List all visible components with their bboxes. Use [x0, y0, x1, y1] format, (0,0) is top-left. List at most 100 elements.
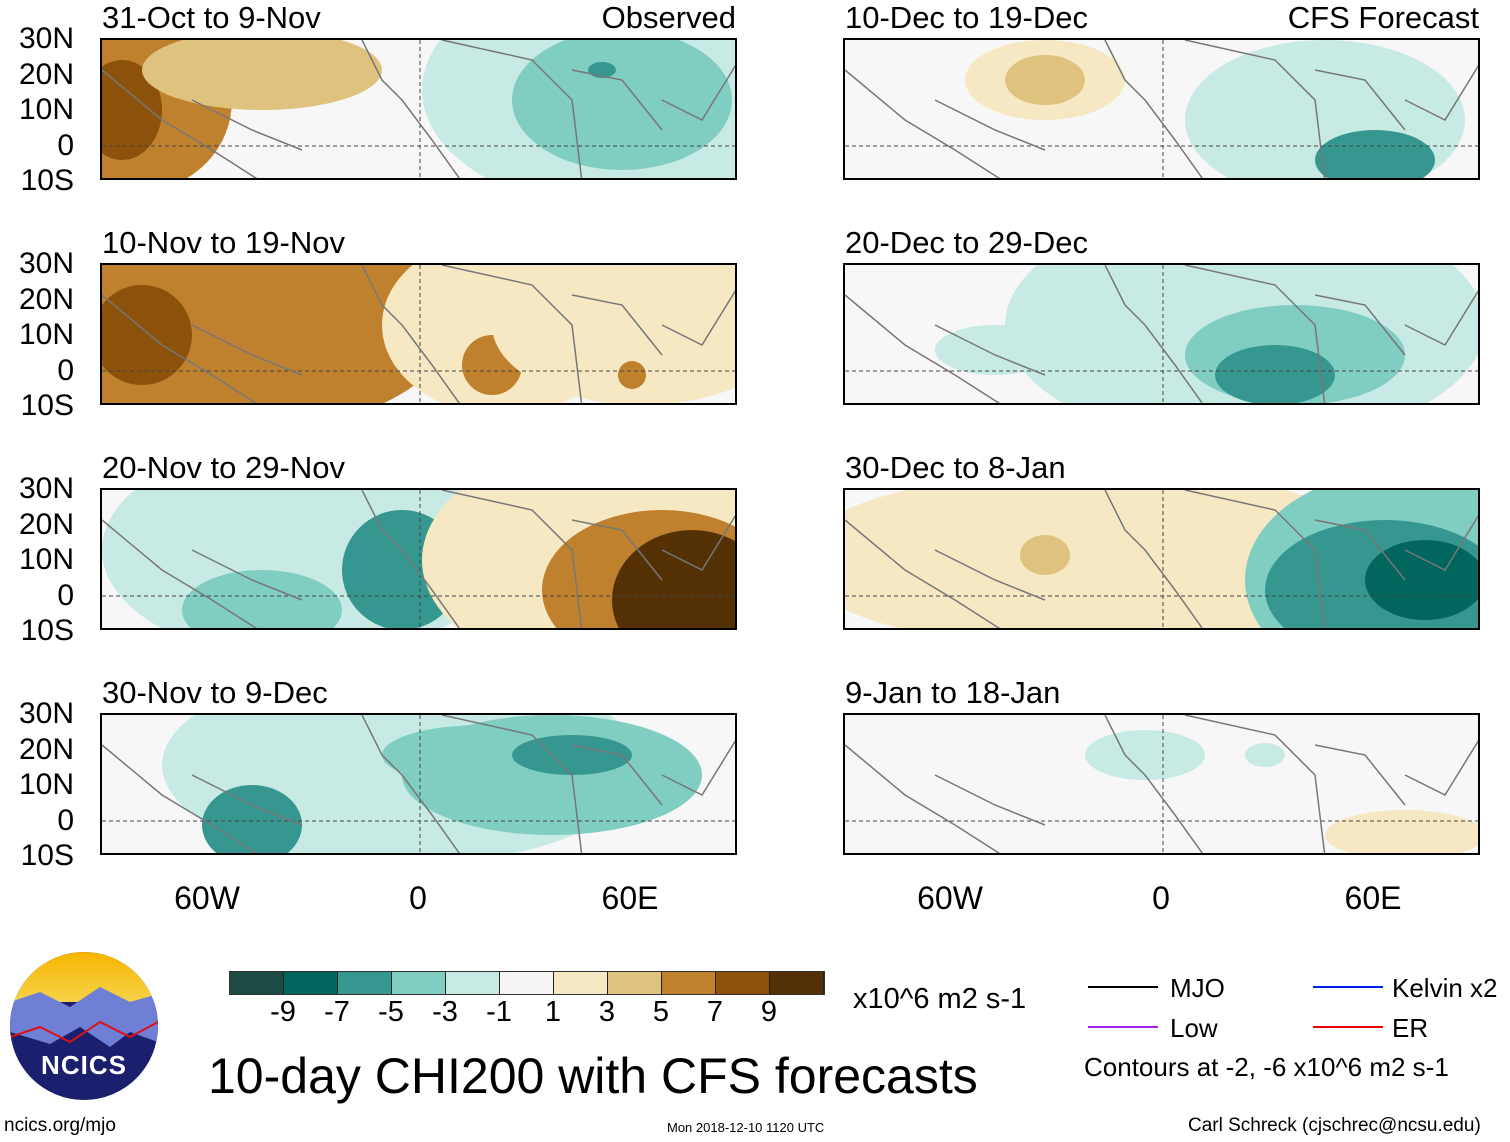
anomaly-region — [402, 715, 702, 835]
anomaly-region — [1005, 55, 1085, 105]
anomaly-region — [102, 60, 162, 160]
panel-title: 31-Oct to 9-Nov — [102, 0, 321, 35]
map-panel — [843, 263, 1480, 405]
colorbar-tick-label: -1 — [486, 996, 512, 1028]
lat-label: 30N — [18, 247, 74, 280]
anomaly-region — [1315, 130, 1435, 178]
lat-label: 20N — [18, 57, 74, 91]
map-panel — [100, 488, 737, 630]
panel-title: 10-Dec to 19-Dec — [845, 0, 1088, 35]
lat-label: 20N — [18, 282, 74, 316]
colorbar — [229, 971, 825, 995]
coastlines — [845, 265, 1478, 403]
anomaly-region — [512, 735, 632, 775]
coastlines — [102, 490, 735, 628]
figure-title: 10-day CHI200 with CFS forecasts — [208, 1048, 978, 1104]
anomaly-region — [202, 785, 302, 853]
panel-title: 20-Nov to 29-Nov — [102, 450, 345, 485]
anomaly-region — [1215, 345, 1335, 403]
legend-label-mjo: MJO — [1170, 973, 1225, 1003]
lat-label: 30N — [18, 22, 74, 55]
footer-timestamp: Mon 2018-12-10 1120 UTC — [667, 1120, 825, 1135]
panel-title: 20-Dec to 29-Dec — [845, 225, 1088, 260]
anomaly-region — [182, 570, 342, 628]
lon-label: 60E — [601, 880, 659, 916]
footer-url[interactable]: ncics.org/mjo — [4, 1115, 116, 1136]
anomaly-region — [1020, 535, 1070, 575]
colorbar-swatch — [338, 972, 392, 994]
panel-title: 30-Dec to 8-Jan — [845, 450, 1066, 485]
colorbar-tick-label: 7 — [706, 996, 724, 1028]
map-panel — [843, 488, 1480, 630]
map-panel — [100, 713, 737, 855]
footer-author: Carl Schreck (cjschrec@ncsu.edu) — [1188, 1115, 1481, 1136]
legend-label-low: Low — [1170, 1013, 1218, 1043]
legend-line-er — [1313, 1026, 1383, 1028]
anomaly-region — [1325, 810, 1478, 853]
colorbar-swatch — [716, 972, 770, 994]
coastlines — [102, 265, 735, 403]
coastlines — [845, 490, 1478, 628]
panel-title: 30-Nov to 9-Dec — [102, 675, 328, 710]
lat-label: 30N — [18, 472, 74, 505]
colorbar-tick-label: 5 — [652, 996, 670, 1028]
lat-label: 10N — [18, 93, 74, 126]
colorbar-tick-label: -5 — [378, 996, 404, 1028]
anomaly-region — [1365, 540, 1478, 620]
colorbar-tick-label: -9 — [270, 996, 296, 1028]
lat-label: 0 — [57, 128, 74, 162]
lon-label: 0 — [1152, 880, 1170, 916]
colorbar-swatch — [608, 972, 662, 994]
observed-header: Observed — [601, 0, 736, 35]
colorbar-swatch — [662, 972, 716, 994]
anomaly-region — [512, 40, 732, 170]
anomaly-region — [492, 265, 735, 403]
anomaly-region — [102, 265, 452, 403]
map-panel — [100, 38, 737, 180]
colorbar-swatch — [230, 972, 284, 994]
lon-label: 60W — [174, 880, 240, 916]
anomaly-region — [1245, 743, 1285, 767]
lat-label: 20N — [18, 732, 74, 766]
map-panel — [843, 713, 1480, 855]
colorbar-swatch — [446, 972, 500, 994]
colorbar-tick-label: -7 — [324, 996, 350, 1028]
coastlines — [102, 715, 735, 853]
lat-label: 20N — [18, 507, 74, 541]
anomaly-region — [142, 40, 382, 110]
map-panel — [843, 38, 1480, 180]
lat-label: 0 — [57, 353, 74, 387]
lat-label: 10N — [18, 543, 74, 576]
colorbar-units: x10^6 m2 s-1 — [853, 983, 1027, 1015]
lon-label: 0 — [409, 880, 427, 916]
legend-label-er: ER — [1392, 1013, 1429, 1043]
legend-label-kelvin: Kelvin x2 — [1392, 973, 1498, 1003]
anomaly-region — [618, 361, 646, 389]
lat-label: 10S — [20, 164, 74, 197]
lon-label: 60W — [917, 880, 983, 916]
anomaly-region — [612, 530, 735, 628]
colorbar-swatch — [392, 972, 446, 994]
lat-label: 30N — [18, 697, 74, 730]
colorbar-swatch — [770, 972, 824, 994]
logo-text: NCICS — [41, 1050, 127, 1080]
lat-label: 10S — [20, 614, 74, 647]
lon-label: 60E — [1344, 880, 1402, 916]
anomaly-region — [1085, 730, 1205, 780]
coastlines — [102, 40, 735, 178]
coastlines — [845, 715, 1478, 853]
lat-label: 10S — [20, 839, 74, 872]
colorbar-tick-label: 1 — [544, 996, 562, 1028]
coastlines — [845, 40, 1478, 178]
anomaly-region — [102, 285, 192, 385]
panel-title: 10-Nov to 19-Nov — [102, 225, 345, 260]
colorbar-tick-label: 9 — [760, 996, 778, 1028]
lat-label: 10N — [18, 318, 74, 351]
anomaly-region — [935, 325, 1055, 375]
lat-label: 10S — [20, 389, 74, 422]
colorbar-tick-label: -3 — [432, 996, 458, 1028]
legend-line-mjo — [1088, 986, 1158, 988]
lat-label: 0 — [57, 803, 74, 837]
ncics-logo: NCICS — [10, 952, 158, 1100]
colorbar-tick-label: 3 — [598, 996, 616, 1028]
